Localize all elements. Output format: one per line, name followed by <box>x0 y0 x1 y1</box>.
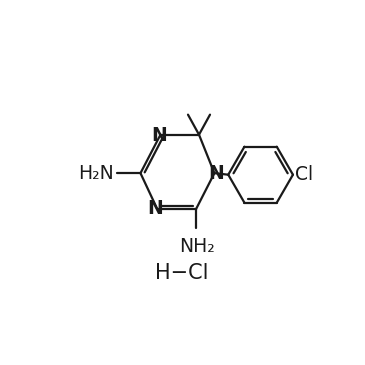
Text: N: N <box>147 199 163 218</box>
Text: Cl: Cl <box>295 165 314 184</box>
Text: H−Cl: H−Cl <box>154 263 208 283</box>
Text: N: N <box>208 164 224 184</box>
Text: NH₂: NH₂ <box>180 237 215 256</box>
Text: H₂N: H₂N <box>78 164 114 182</box>
Text: N: N <box>151 126 167 145</box>
